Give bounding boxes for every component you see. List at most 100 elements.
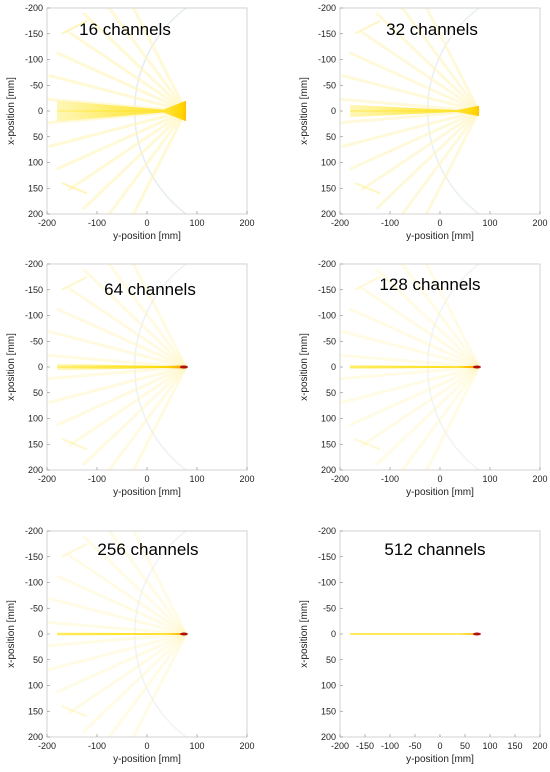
y-tick-label: -100 bbox=[318, 578, 336, 588]
y-tick-label: -150 bbox=[318, 29, 336, 39]
beam-intensity bbox=[57, 100, 186, 122]
artifact-streak bbox=[82, 365, 188, 466]
x-tick-label: -100 bbox=[381, 218, 399, 228]
y-tick-label: -100 bbox=[318, 55, 336, 65]
x-tick-label: 100 bbox=[482, 474, 497, 484]
artifact-streak bbox=[107, 8, 188, 112]
y-tick-label: 150 bbox=[321, 706, 336, 716]
artifact-streak bbox=[400, 264, 481, 368]
y-tick-label: 150 bbox=[28, 439, 43, 449]
x-axis-label: y-position [mm] bbox=[406, 754, 474, 765]
artifact-streak bbox=[360, 365, 480, 448]
artifact-streak bbox=[55, 51, 187, 113]
artifact-streak bbox=[348, 307, 480, 369]
y-tick-label: -50 bbox=[323, 80, 336, 90]
artifact-edge bbox=[354, 275, 381, 451]
y-axis-label: x-position [mm] bbox=[299, 77, 310, 145]
artifact-streak bbox=[47, 620, 187, 636]
y-tick-label: 100 bbox=[321, 414, 336, 424]
artifact-streak bbox=[131, 366, 188, 470]
panel-4: -200 -100 0 100 200-200-150-100-500501001502… bbox=[299, 259, 548, 498]
y-axis-label: x-position [mm] bbox=[299, 333, 310, 401]
y-tick-label: 200 bbox=[28, 465, 43, 475]
artifact-streak bbox=[131, 264, 188, 368]
artifact-edge bbox=[61, 542, 88, 718]
panel-title: 512 channels bbox=[384, 540, 485, 559]
y-tick-label: -200 bbox=[318, 259, 336, 269]
artifact-streak bbox=[348, 109, 480, 171]
y-tick-label: -100 bbox=[25, 578, 43, 588]
artifact-edge bbox=[61, 275, 88, 451]
artifact-streak bbox=[348, 365, 480, 427]
x-tick-label: 100 bbox=[189, 218, 204, 228]
artifact-streak bbox=[340, 97, 480, 113]
artifact-streak bbox=[340, 353, 480, 369]
artifact-streak bbox=[131, 110, 188, 214]
x-tick-label: -100 bbox=[88, 741, 106, 751]
y-tick-label: -50 bbox=[30, 336, 43, 346]
y-tick-label: 0 bbox=[331, 629, 336, 639]
y-tick-label: 100 bbox=[321, 158, 336, 168]
x-tick-label: -100 bbox=[88, 474, 106, 484]
y-tick-label: -200 bbox=[25, 526, 43, 536]
panel-5: -200 -100 0 100 200-200-150-100-500501001502… bbox=[6, 526, 255, 765]
panel-title: 256 channels bbox=[97, 540, 198, 559]
artifact-streak bbox=[48, 109, 187, 149]
y-tick-label: -50 bbox=[30, 80, 43, 90]
y-tick-label: -50 bbox=[30, 603, 43, 613]
x-tick-label: 200 bbox=[532, 474, 547, 484]
y-tick-label: -150 bbox=[25, 29, 43, 39]
x-tick-label: -200 bbox=[331, 741, 349, 751]
x-tick-label: 200 bbox=[239, 474, 254, 484]
x-tick-label: 0 bbox=[144, 218, 149, 228]
artifact-streak bbox=[341, 365, 480, 405]
artifact-streak bbox=[341, 109, 480, 149]
artifact-streak bbox=[55, 109, 187, 171]
y-tick-label: -100 bbox=[25, 55, 43, 65]
artifact-streak bbox=[107, 264, 188, 368]
artifact-streak bbox=[107, 366, 188, 470]
y-tick-label: 100 bbox=[28, 414, 43, 424]
artifact-streak bbox=[424, 366, 481, 470]
heatmap-content bbox=[47, 531, 188, 737]
artifact-streak bbox=[424, 8, 481, 112]
heatmap-content bbox=[47, 264, 188, 470]
x-tick-label: -50 bbox=[408, 741, 421, 751]
artifact-streak bbox=[107, 633, 188, 737]
panel-2: -200 -100 0 100 200-200-150-100-500501001502… bbox=[299, 3, 548, 242]
x-tick-label: 100 bbox=[482, 218, 497, 228]
artifact-streak bbox=[341, 73, 480, 113]
heatmap-content bbox=[340, 8, 481, 214]
artifact-streak bbox=[55, 574, 187, 636]
artifact-streak bbox=[47, 632, 187, 648]
y-tick-label: -50 bbox=[323, 336, 336, 346]
y-tick-label: -100 bbox=[25, 311, 43, 321]
y-tick-label: 0 bbox=[331, 362, 336, 372]
x-tick-label: 200 bbox=[532, 741, 547, 751]
y-tick-label: 0 bbox=[331, 106, 336, 116]
y-axis-label: x-position [mm] bbox=[6, 333, 17, 401]
artifact-streak bbox=[400, 366, 481, 470]
artifact-streak bbox=[47, 97, 187, 113]
x-tick-label: -200 bbox=[331, 474, 349, 484]
artifact-streak bbox=[67, 365, 187, 448]
artifact-streak bbox=[340, 109, 480, 125]
x-tick-label: 200 bbox=[532, 218, 547, 228]
x-tick-label: 100 bbox=[189, 741, 204, 751]
artifact-streak bbox=[375, 365, 481, 466]
heatmap-content bbox=[47, 8, 188, 214]
artifact-streak bbox=[67, 553, 187, 636]
x-axis-label: y-position [mm] bbox=[113, 754, 181, 765]
artifact-streak bbox=[48, 596, 187, 636]
artifact-streak bbox=[107, 110, 188, 214]
y-tick-label: -200 bbox=[25, 3, 43, 13]
x-tick-label: 100 bbox=[482, 741, 497, 751]
artifact-streak bbox=[82, 12, 188, 113]
artifact-streak bbox=[47, 353, 187, 369]
y-tick-label: 50 bbox=[33, 655, 43, 665]
artifact-streak bbox=[47, 365, 187, 381]
artifact-streak bbox=[348, 51, 480, 113]
artifact-streak bbox=[82, 268, 188, 369]
x-tick-label: -200 bbox=[38, 741, 56, 751]
artifact-streak bbox=[131, 531, 188, 635]
